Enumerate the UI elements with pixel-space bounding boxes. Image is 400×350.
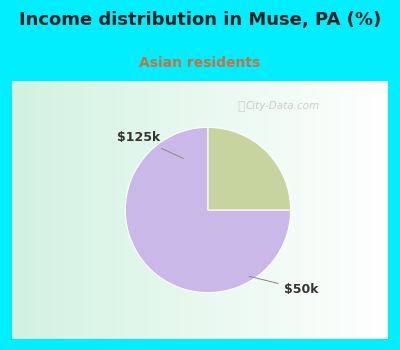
Text: Asian residents: Asian residents bbox=[139, 56, 261, 70]
Wedge shape bbox=[208, 127, 291, 210]
Text: $50k: $50k bbox=[249, 276, 318, 296]
Text: ⦾: ⦾ bbox=[238, 100, 245, 113]
Text: Income distribution in Muse, PA (%): Income distribution in Muse, PA (%) bbox=[19, 11, 381, 29]
Text: $125k: $125k bbox=[117, 132, 183, 159]
Wedge shape bbox=[125, 127, 291, 293]
Text: City-Data.com: City-Data.com bbox=[246, 102, 320, 111]
